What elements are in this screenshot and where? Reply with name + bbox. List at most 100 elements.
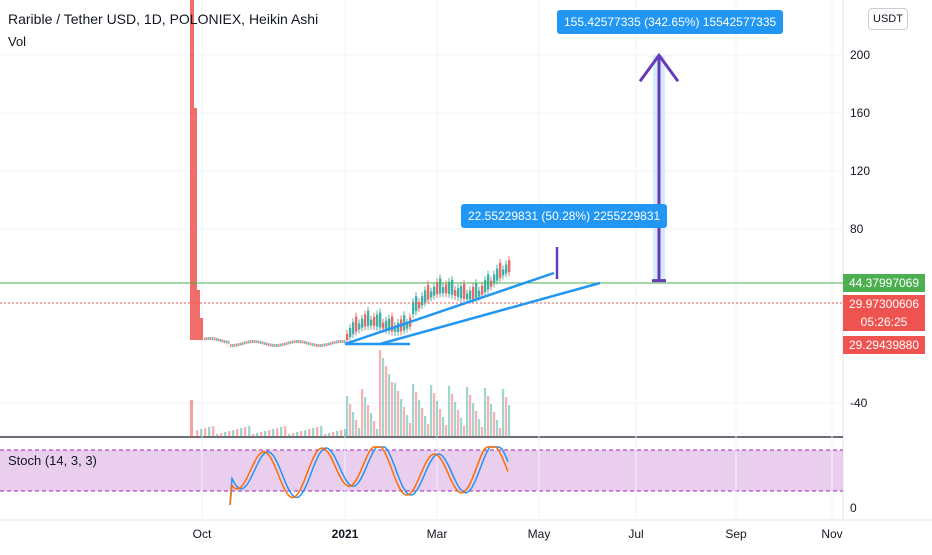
volume-bar [475,411,478,437]
candle [316,343,318,347]
candle [436,282,439,295]
axis-ticks: 200 160 120 80 -40 0 Oct 2021 Mar May Jul Sep Nov [193,48,871,541]
volume-bar [370,413,373,437]
candle [481,285,484,295]
volume-bar [288,434,291,437]
volume-bars [190,350,511,437]
candle [210,337,212,341]
candle [330,341,332,345]
volume-bar [284,426,287,437]
x-tick-label: May [528,527,551,541]
candle [286,341,288,345]
candle [280,343,282,347]
volume-bar [493,412,496,437]
candle [236,343,238,347]
candle [274,343,276,347]
volume-bar [208,427,211,437]
current-price-tag: 44.37997069 [843,274,925,292]
candle [230,343,232,347]
volume-bar [268,430,271,437]
candle [484,280,487,293]
volume-bar [424,416,427,437]
candle [370,319,373,326]
candle [300,340,302,344]
candle [324,343,326,347]
trendline-lower[interactable] [379,281,601,346]
volume-bar [220,433,223,437]
volume-bar [505,397,508,437]
candle [493,274,496,284]
volume-bar [320,426,323,437]
candle [421,296,424,306]
candle [258,340,260,344]
candle [490,280,493,287]
stoch-k-line [229,446,509,506]
candle [272,343,274,347]
candle [508,260,511,273]
candle [310,342,312,346]
volume-bar [478,419,481,437]
y-tick-label: 160 [850,106,870,120]
candle [234,343,236,347]
candle [364,314,367,327]
candle [206,337,208,341]
candle [304,340,306,344]
volume-bar [421,408,424,437]
volume-bar [430,385,433,437]
candle [373,316,376,326]
candle [302,340,304,344]
candle [445,284,448,294]
volume-bar [355,420,358,437]
volume-bar [190,400,193,437]
candle [282,343,284,347]
projection-callout-small[interactable]: 22.55229831 (50.28%) 2255229831 [461,204,668,228]
candle [270,343,272,347]
candle [496,268,499,281]
candle [278,343,280,347]
volume-bar [292,433,295,437]
candle [262,341,264,345]
volume-bar [415,392,418,437]
candle [412,302,415,315]
trendline-upper[interactable] [344,271,555,346]
volume-bar [280,427,283,437]
candle [326,343,328,347]
volume-bar [228,431,231,437]
candle [200,318,203,340]
candle [415,296,418,312]
candle [216,337,218,341]
projection-callout-large[interactable]: 155.42577335 (342.65%) 15542577335 [557,10,784,34]
volume-bar [340,430,343,437]
volume-bar [454,402,457,437]
candle [332,341,334,345]
candle [502,269,505,276]
volume-bar [460,418,463,437]
currency-unit-button[interactable]: USDT [868,8,908,30]
volume-bar [373,421,376,437]
candle [457,288,460,298]
candle [240,342,242,346]
candle [252,340,254,344]
candle [294,340,296,344]
volume-bar [308,429,311,437]
volume-bar [332,432,335,437]
candle [208,337,210,341]
volume-bar [349,404,352,437]
candle [284,342,286,346]
candle [318,343,320,347]
volume-bar [439,409,442,437]
volume-bar [358,428,361,437]
candle [358,323,361,330]
candle [349,328,352,338]
candle [439,278,442,294]
candle [320,343,322,347]
candle [204,337,206,341]
candle [314,343,316,347]
volume-label: Vol [8,34,27,49]
candle [246,340,248,344]
volume-bar [344,429,347,437]
volume-bar [236,429,239,437]
volume-bar [382,358,385,437]
volume-bar [364,397,367,437]
